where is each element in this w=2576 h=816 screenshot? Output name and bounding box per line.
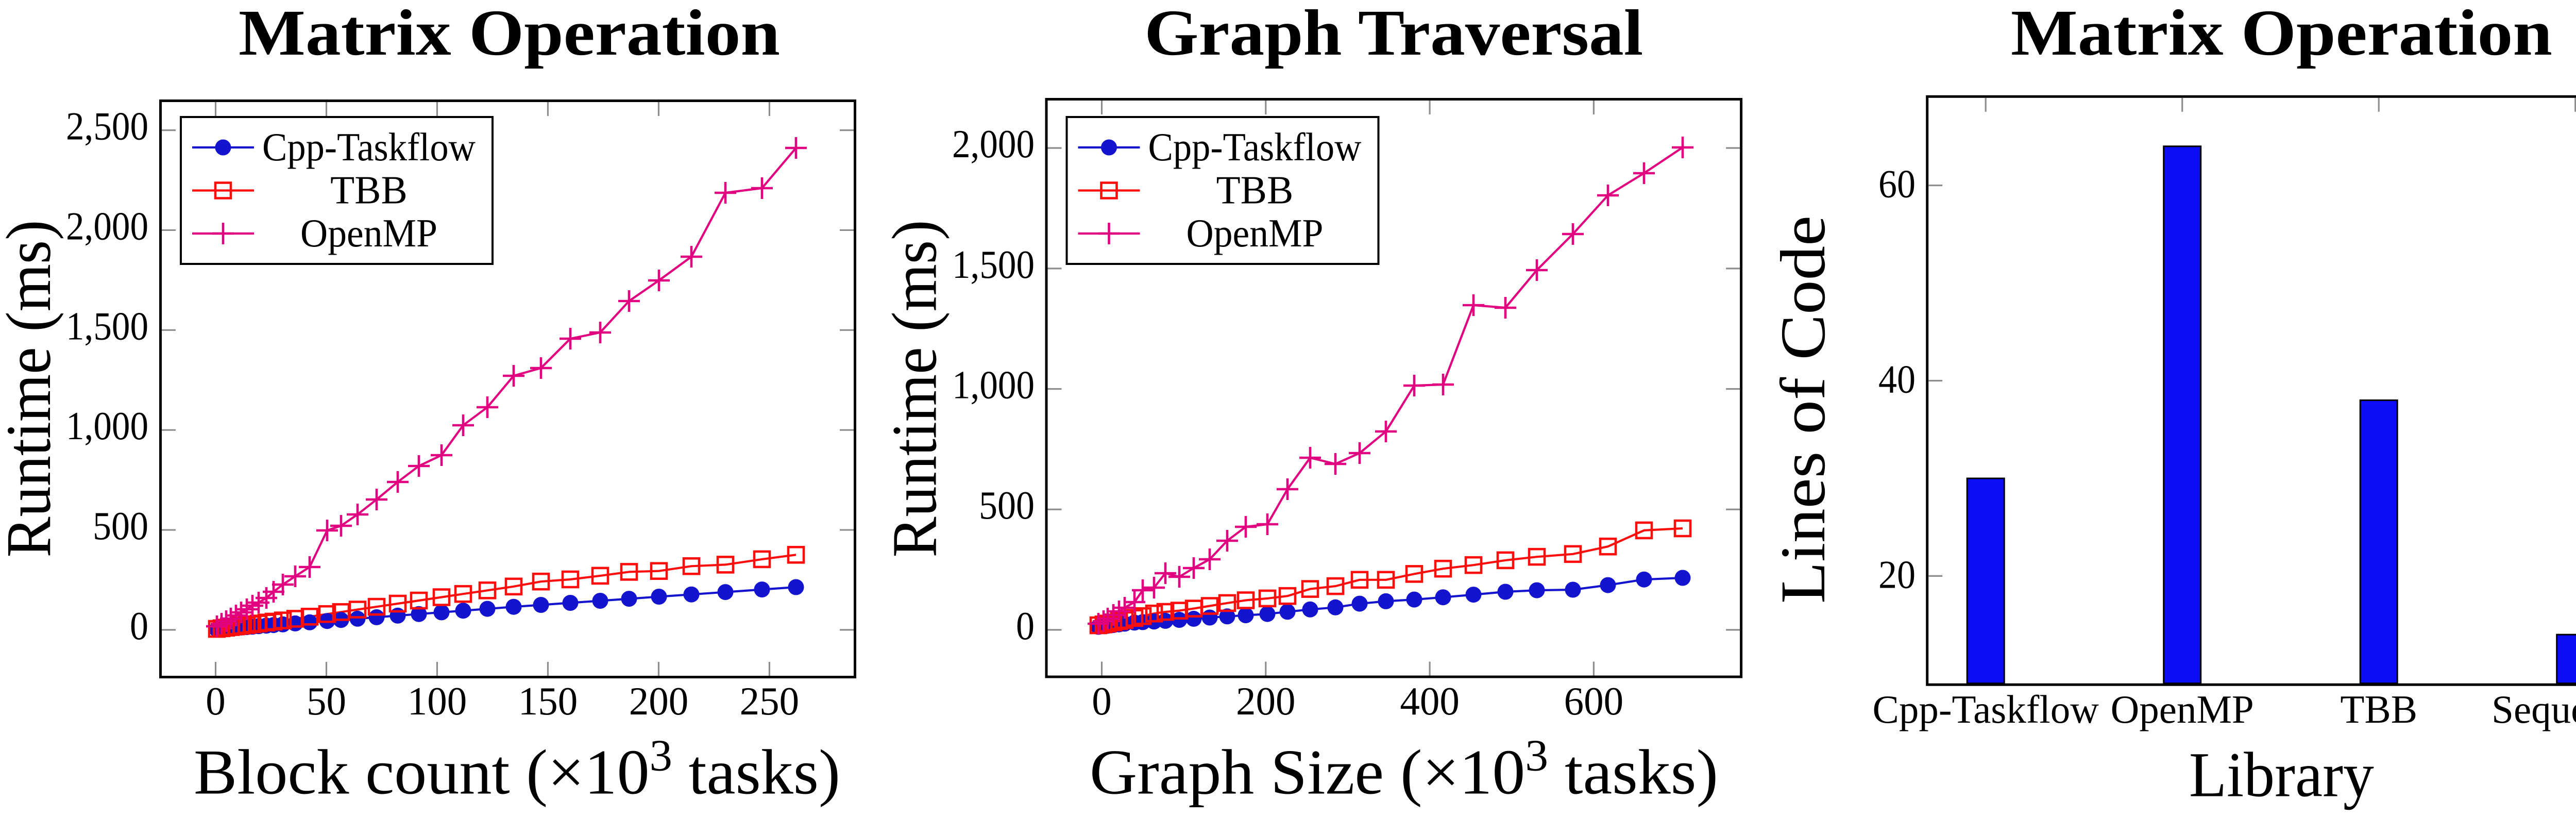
svg-text:2,500: 2,500 xyxy=(66,104,148,148)
svg-text:TBB: TBB xyxy=(1216,168,1294,212)
svg-text:200: 200 xyxy=(629,679,689,723)
svg-text:50: 50 xyxy=(307,679,346,723)
svg-text:2,000: 2,000 xyxy=(952,122,1035,166)
svg-text:TBB: TBB xyxy=(2340,687,2417,731)
svg-text:OpenMP: OpenMP xyxy=(2111,687,2254,731)
svg-text:40: 40 xyxy=(1878,357,1916,402)
svg-text:Sequential: Sequential xyxy=(2492,687,2576,731)
svg-text:0: 0 xyxy=(206,679,226,723)
svg-text:150: 150 xyxy=(518,679,578,723)
svg-text:2,000: 2,000 xyxy=(66,204,148,248)
svg-text:600: 600 xyxy=(1564,679,1624,723)
svg-text:0: 0 xyxy=(130,604,148,648)
svg-text:Matrix Operation: Matrix Operation xyxy=(2011,0,2552,69)
svg-text:1,000: 1,000 xyxy=(952,363,1035,407)
svg-text:60: 60 xyxy=(1878,162,1916,206)
svg-text:500: 500 xyxy=(93,504,148,548)
svg-text:Runtime (ms): Runtime (ms) xyxy=(879,220,950,558)
svg-text:20: 20 xyxy=(1878,552,1916,596)
svg-text:Cpp-Taskflow: Cpp-Taskflow xyxy=(262,125,476,169)
svg-text:Library: Library xyxy=(2189,740,2374,810)
svg-text:0: 0 xyxy=(1016,604,1035,648)
svg-text:400: 400 xyxy=(1400,679,1460,723)
svg-text:100: 100 xyxy=(408,679,467,723)
svg-text:Cpp-Taskflow: Cpp-Taskflow xyxy=(1872,687,2099,731)
svg-text:Block count (×103 tasks): Block count (×10 3 tasks) xyxy=(194,730,840,808)
svg-text:OpenMP: OpenMP xyxy=(300,211,437,255)
svg-text:200: 200 xyxy=(1236,679,1296,723)
svg-text:Graph Traversal: Graph Traversal xyxy=(1144,0,1643,69)
svg-text:500: 500 xyxy=(979,483,1035,527)
svg-text:Graph Size (×103 tasks): Graph Size (×10 3 tasks) xyxy=(1090,730,1718,808)
svg-text:TBB: TBB xyxy=(330,168,408,212)
svg-text:Lines of Code: Lines of Code xyxy=(1768,215,1838,604)
svg-text:1,000: 1,000 xyxy=(66,404,148,448)
svg-text:Runtime (ms): Runtime (ms) xyxy=(0,220,64,558)
svg-text:Cpp-Taskflow: Cpp-Taskflow xyxy=(1148,125,1362,169)
svg-text:0: 0 xyxy=(1092,679,1112,723)
svg-text:OpenMP: OpenMP xyxy=(1187,211,1324,255)
svg-text:Matrix Operation: Matrix Operation xyxy=(239,0,780,69)
svg-text:250: 250 xyxy=(740,679,800,723)
svg-text:1,500: 1,500 xyxy=(66,304,148,348)
svg-text:1,500: 1,500 xyxy=(952,242,1035,287)
